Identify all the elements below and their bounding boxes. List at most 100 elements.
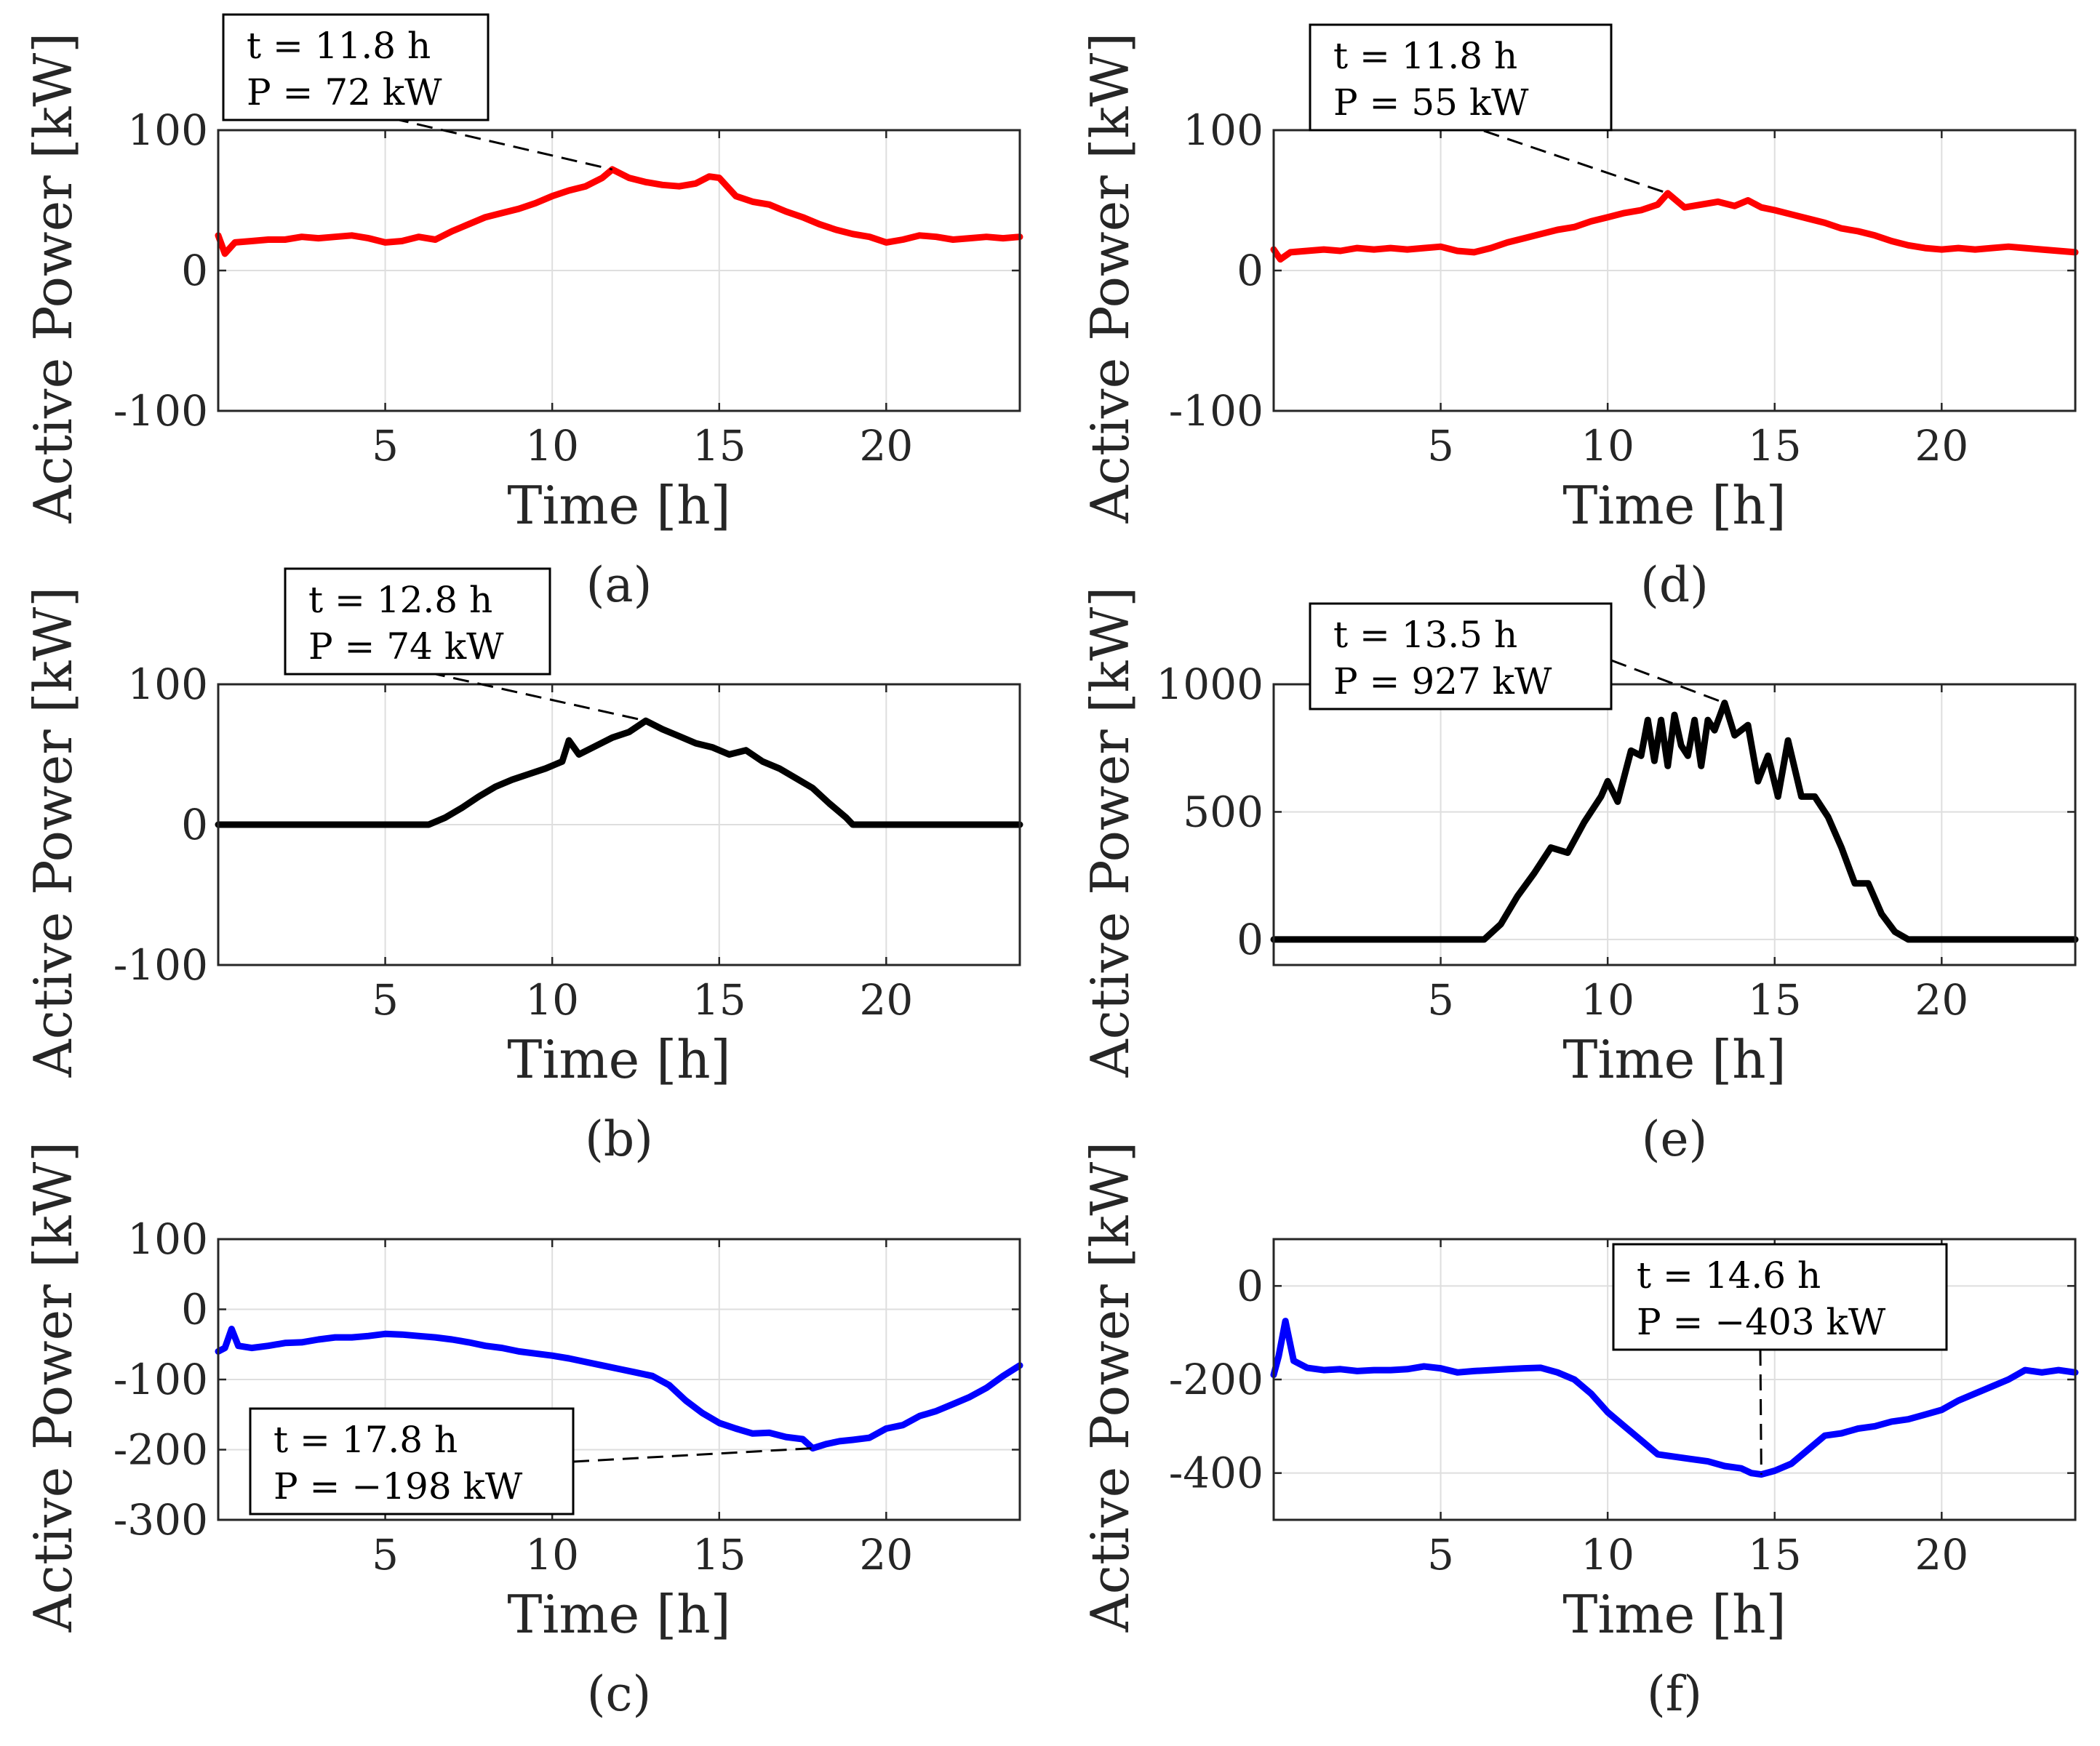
y-tick-label: 100: [127, 1214, 208, 1264]
axes-box: [1272, 683, 2077, 966]
y-tick-label: 100: [127, 660, 208, 709]
axes-box: [217, 129, 1021, 412]
y-tick-label: -100: [113, 1355, 208, 1404]
annotation-leader: [1759, 1349, 1762, 1475]
series-line-c: [215, 1326, 1023, 1452]
y-tick-label: 500: [1183, 787, 1263, 836]
annotation-box: [249, 1407, 575, 1515]
x-tick-label: 15: [1748, 421, 1802, 470]
annotation-time: t = 12.8 h: [308, 579, 492, 621]
x-tick-label: 15: [1748, 1530, 1802, 1579]
annotation-time: t = 17.8 h: [274, 1419, 458, 1461]
annotation-box: [1612, 1243, 1948, 1351]
x-axis-label: Time [h]: [1562, 475, 1786, 536]
subplot-b: 5 10 15 20 -100 0 100 Time [h] Active Power [kW]…: [23, 567, 1023, 1167]
x-axis-label: Time [h]: [1562, 1029, 1786, 1090]
x-axis-label: Time [h]: [1562, 1584, 1786, 1645]
x-tick-label: 10: [525, 975, 579, 1025]
axes-box: [217, 1238, 1021, 1521]
series-line-b: [215, 717, 1023, 828]
x-axis-label: Time [h]: [507, 1584, 730, 1645]
subplot-caption: (e): [1642, 1111, 1708, 1167]
y-tick-label: 0: [1237, 246, 1263, 295]
x-tick-label: 10: [1581, 421, 1634, 470]
annotation-box: [1309, 23, 1613, 132]
x-tick-label: 20: [859, 1530, 913, 1579]
axes-box: [1272, 129, 2077, 412]
annotation-power: P = −198 kW: [274, 1465, 523, 1507]
x-tick-label: 20: [1915, 1530, 1968, 1579]
annotation-power: P = 72 kW: [247, 71, 442, 113]
annotation-power: P = 74 kW: [308, 625, 504, 668]
subplot-caption: (a): [586, 557, 652, 613]
y-axis-label: Active Power [kW]: [23, 1142, 84, 1633]
subplot-f: 5 10 15 20 -400 -200 0 Time [h] Active Power [kW…: [1079, 1142, 2079, 1722]
x-tick-label: 15: [692, 975, 746, 1025]
y-axis-label: Active Power [kW]: [23, 587, 84, 1078]
subplot-caption: (d): [1640, 557, 1709, 613]
annotation-power: P = 55 kW: [1333, 81, 1529, 124]
x-tick-label: 10: [525, 1530, 579, 1579]
y-tick-label: 0: [181, 800, 208, 849]
annotation-leader: [1483, 129, 1669, 195]
x-tick-label: 10: [525, 421, 579, 470]
x-tick-label: 20: [859, 975, 913, 1025]
subplot-e: 5 10 15 20 0 500 1000 Time [h] Active Power [kW]…: [1079, 587, 2079, 1167]
x-tick-label: 20: [859, 421, 913, 470]
y-tick-label: -400: [1169, 1449, 1263, 1498]
x-tick-label: 5: [1427, 1530, 1454, 1579]
x-axis-label: Time [h]: [507, 1029, 730, 1090]
axes-box: [1272, 1238, 2077, 1521]
y-tick-label: -200: [1169, 1355, 1263, 1404]
annotation-leader: [392, 117, 613, 171]
y-tick-label: 0: [181, 1285, 208, 1334]
y-tick-label: 0: [1237, 915, 1263, 964]
x-tick-label: 15: [692, 421, 746, 470]
series-line-e: [1270, 700, 2079, 943]
subplot-caption: (f): [1647, 1666, 1702, 1722]
annotation-leader: [428, 671, 647, 722]
x-tick-label: 10: [1581, 975, 1634, 1025]
y-tick-label: -100: [1169, 386, 1263, 436]
y-axis-label: Active Power [kW]: [23, 33, 84, 524]
annotation-time: t = 11.8 h: [1333, 35, 1517, 77]
annotation-power: P = 927 kW: [1333, 660, 1552, 702]
subplot-caption: (b): [585, 1111, 653, 1167]
annotation-time: t = 14.6 h: [1637, 1254, 1821, 1297]
annotation-power: P = −403 kW: [1637, 1301, 1886, 1343]
subplot-caption: (c): [587, 1666, 651, 1722]
y-tick-label: 0: [181, 246, 208, 295]
x-tick-label: 10: [1581, 1530, 1634, 1579]
y-tick-label: 0: [1237, 1261, 1263, 1310]
y-axis-label: Active Power [kW]: [1079, 1142, 1141, 1633]
x-tick-label: 15: [692, 1530, 746, 1579]
y-tick-label: -100: [113, 940, 208, 990]
y-tick-label: 1000: [1156, 660, 1263, 709]
x-tick-label: 5: [372, 1530, 399, 1579]
subplot-c: 5 10 15 20 -300 -200 -100 0 100 Time [h] Active Po…: [23, 1142, 1023, 1722]
annotation-leader: [572, 1447, 813, 1463]
y-axis-label: Active Power [kW]: [1079, 33, 1141, 524]
annotation-time: t = 11.8 h: [247, 25, 431, 67]
series-line-f: [1270, 1318, 2079, 1478]
subplot-d: 5 10 15 20 -100 0 100 Time [h] Active Power [kW]…: [1079, 23, 2079, 613]
x-tick-label: 15: [1748, 975, 1802, 1025]
x-tick-label: 20: [1915, 421, 1968, 470]
x-tick-label: 5: [1427, 975, 1454, 1025]
annotation-box: [222, 13, 490, 121]
y-tick-label: 100: [1183, 105, 1263, 155]
series-line-d: [1270, 190, 2079, 263]
y-tick-label: -300: [113, 1495, 208, 1545]
annotation-leader: [1610, 659, 1725, 705]
x-tick-label: 5: [1427, 421, 1454, 470]
x-tick-label: 5: [372, 421, 399, 470]
subplot-a: 5 10 15 20 -100 0 100 Time [h] Active Power [kW]…: [23, 13, 1023, 613]
annotation-box: [284, 567, 551, 676]
y-axis-label: Active Power [kW]: [1079, 587, 1141, 1078]
annotation-time: t = 13.5 h: [1333, 614, 1517, 656]
y-tick-label: 100: [127, 105, 208, 155]
x-axis-label: Time [h]: [507, 475, 730, 536]
y-tick-label: -100: [113, 386, 208, 436]
axes-box: [217, 683, 1021, 966]
